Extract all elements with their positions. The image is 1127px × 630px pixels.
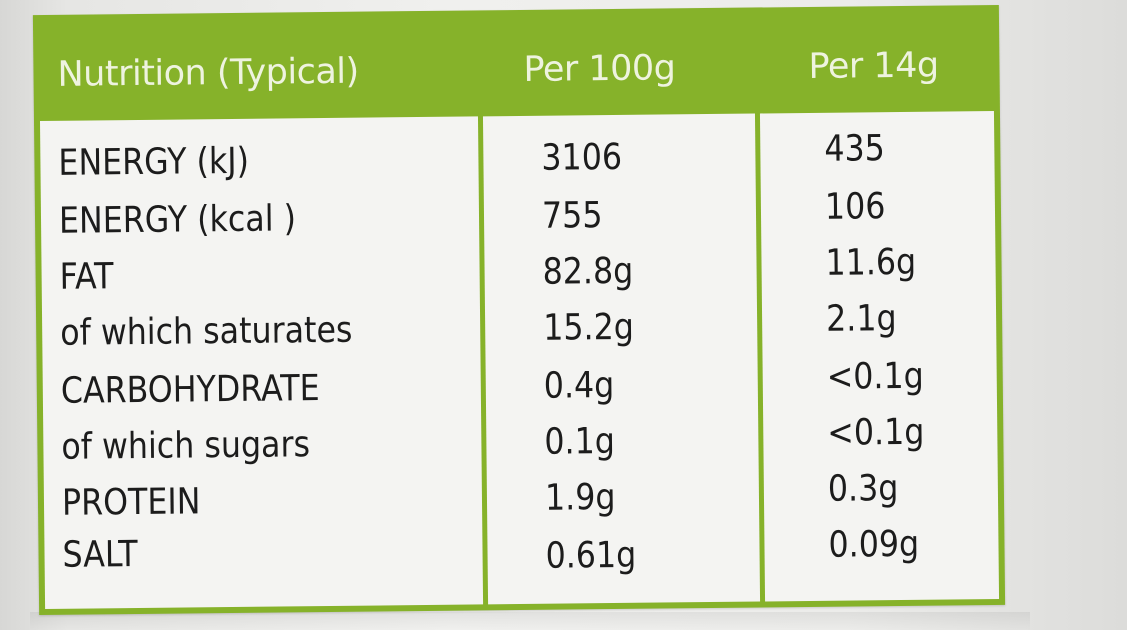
per-100g-value: 1.9g bbox=[544, 477, 616, 519]
per-100g-value: 0.61g bbox=[545, 534, 637, 577]
label-shadow bbox=[30, 612, 1030, 630]
nutrition-table: Nutrition (Typical) Per 100g Per 14g ENE… bbox=[32, 4, 1006, 616]
per-100g-value: 3106 bbox=[541, 136, 623, 179]
table-title: Nutrition (Typical) bbox=[57, 51, 359, 95]
per-100g-value: 0.1g bbox=[544, 421, 616, 463]
per-100g-value: 82.8g bbox=[542, 250, 634, 293]
per-14g-value: 2.1g bbox=[825, 298, 897, 340]
nutrient-name: of which sugars bbox=[61, 424, 311, 468]
nutrient-name: SALT bbox=[62, 534, 138, 576]
per-14g-value: 0.09g bbox=[828, 523, 920, 566]
nutrient-name: ENERGY (kJ) bbox=[58, 140, 250, 184]
nutrient-name: PROTEIN bbox=[61, 481, 201, 524]
nutrient-name: ENERGY (kcal ) bbox=[58, 198, 297, 242]
per-100g-value: 755 bbox=[541, 195, 603, 237]
per-100g-value: 15.2g bbox=[542, 306, 635, 349]
column-header-per-14g: Per 14g bbox=[808, 45, 939, 87]
per-14g-value: <0.1g bbox=[826, 355, 924, 398]
per-14g-value: <0.1g bbox=[827, 411, 925, 454]
per-14g-value: 106 bbox=[824, 186, 886, 228]
per-100g-column: 3106 755 82.8g 15.2g 0.4g 0.1g 1.9g 0.61… bbox=[482, 113, 761, 605]
nutrient-name: CARBOHYDRATE bbox=[60, 368, 320, 412]
nutrient-name: FAT bbox=[59, 256, 114, 298]
per-14g-value: 0.3g bbox=[827, 468, 899, 510]
per-14g-value: 435 bbox=[824, 128, 886, 170]
per-100g-value: 0.4g bbox=[543, 365, 615, 407]
per-14g-value: 11.6g bbox=[825, 241, 917, 284]
table-header: Nutrition (Typical) Per 100g Per 14g bbox=[33, 5, 1000, 120]
column-header-per-100g: Per 100g bbox=[523, 48, 676, 90]
per-14g-column: 435 106 11.6g 2.1g <0.1g <0.1g 0.3g 0.09… bbox=[759, 111, 1000, 602]
nutrient-name: of which saturates bbox=[60, 309, 353, 354]
nutrient-names-column: ENERGY (kJ) ENERGY (kcal ) FAT of which … bbox=[39, 116, 484, 609]
